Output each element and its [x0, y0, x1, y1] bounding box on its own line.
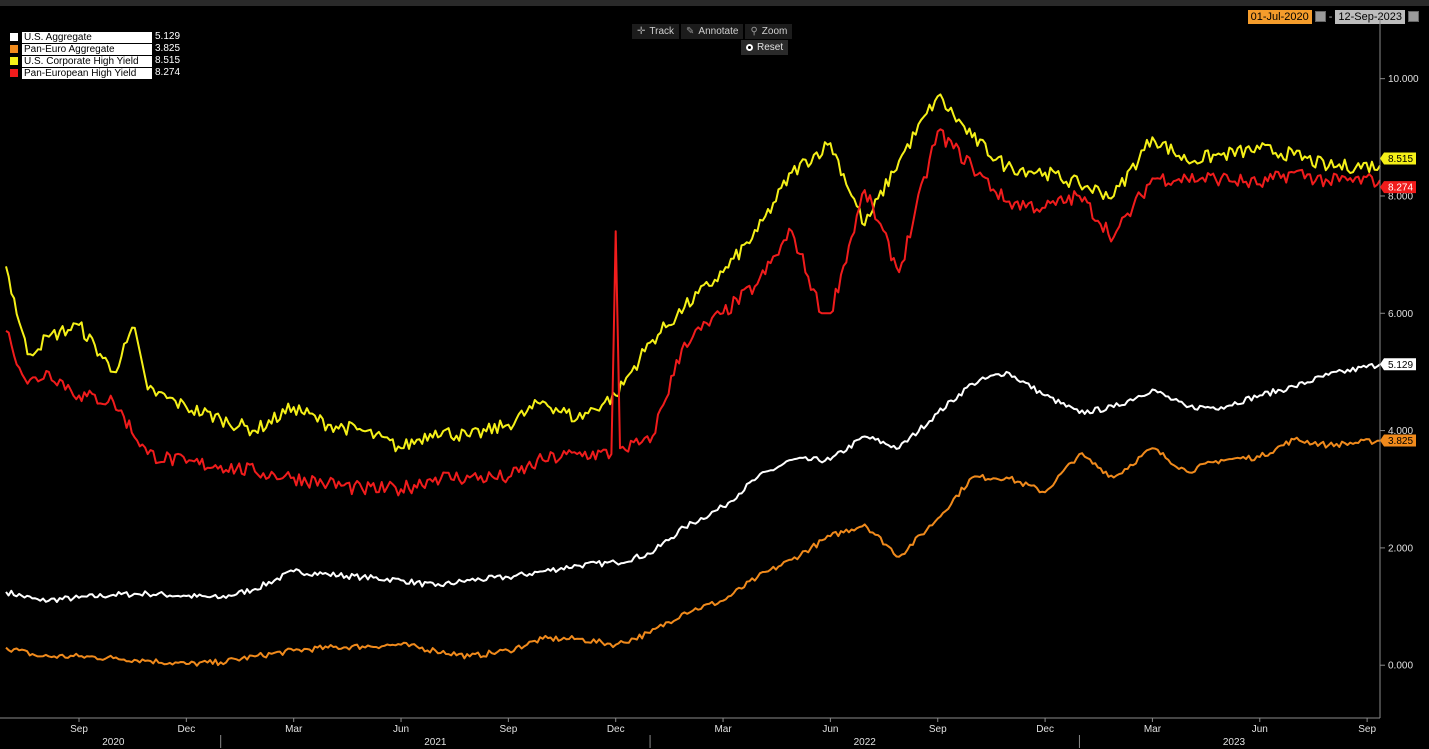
x-tick-label: Jun — [393, 724, 409, 735]
legend-swatch-pan-european-hy — [10, 69, 18, 77]
date-range-selector: 01-Jul-2020 - 12-Sep-2023 — [1247, 9, 1419, 24]
last-value-tag-3 — [1380, 181, 1416, 194]
last-value-label-1: 3.825 — [1388, 436, 1413, 447]
reset-icon — [746, 44, 753, 51]
zoom-label: Zoom — [761, 26, 788, 37]
track-label: Track — [649, 26, 675, 37]
last-value-tag-0 — [1380, 358, 1416, 371]
chart-legend: U.S. Aggregate 5.129 Pan-Euro Aggregate … — [10, 31, 185, 79]
series-line-1 — [5, 436, 1381, 667]
x-year-label: 2022 — [854, 737, 877, 748]
x-tick-label: Jun — [822, 724, 838, 735]
y-axis: 10.000 8.000 6.000 4.000 2.000 0.000 — [1379, 16, 1419, 718]
x-tick-label: Mar — [285, 724, 303, 735]
x-tick-label: Sep — [1358, 724, 1376, 735]
end-calendar-icon[interactable] — [1408, 11, 1419, 22]
x-tick-label: Dec — [1036, 724, 1054, 735]
crosshair-icon: ✛ — [637, 26, 646, 37]
reset-button[interactable]: Reset — [741, 40, 789, 55]
track-button[interactable]: ✛ Track — [632, 24, 680, 39]
legend-row-us-aggregate[interactable]: U.S. Aggregate 5.129 — [10, 31, 185, 43]
y-tick-label: 8.000 — [1388, 191, 1413, 202]
last-value-label-3: 8.274 — [1388, 183, 1413, 194]
x-tick-label: Sep — [499, 724, 517, 735]
legend-swatch-us-aggregate — [10, 33, 18, 41]
x-tick-label: Sep — [929, 724, 947, 735]
start-date-field[interactable]: 01-Jul-2020 — [1247, 9, 1312, 24]
last-value-tag-1 — [1380, 434, 1416, 447]
last-value-tag-2 — [1380, 152, 1416, 165]
last-value-tags: 5.129 3.825 8.515 8.274 — [1380, 152, 1416, 447]
y-tick-label: 0.000 — [1388, 661, 1413, 672]
legend-name-pan-european-hy: Pan-European High Yield — [22, 67, 152, 79]
legend-row-pan-european-hy[interactable]: Pan-European High Yield 8.274 — [10, 67, 185, 79]
pencil-icon: ✎ — [686, 26, 695, 37]
x-axis: Sep Dec Mar Jun Sep Dec Mar Jun Sep Dec Mar Jun Sep 2… — [0, 717, 1380, 748]
magnifier-icon: ⚲ — [750, 26, 758, 37]
x-year-label: 2023 — [1223, 737, 1246, 748]
y-tick-label: 2.000 — [1388, 543, 1413, 554]
last-value-label-2: 8.515 — [1388, 154, 1413, 165]
window-top-bar — [0, 0, 1429, 6]
start-calendar-icon[interactable] — [1314, 11, 1326, 22]
y-tick-label: 4.000 — [1388, 426, 1413, 437]
annotate-button[interactable]: ✎ Annotate — [681, 24, 744, 39]
end-date-field[interactable]: 12-Sep-2023 — [1335, 9, 1405, 24]
x-year-label: 2021 — [424, 737, 447, 748]
legend-row-pan-euro-aggregate[interactable]: Pan-Euro Aggregate 3.825 — [10, 43, 185, 55]
x-tick-label: Dec — [177, 724, 195, 735]
last-value-label-0: 5.129 — [1388, 360, 1413, 371]
legend-swatch-pan-euro-aggregate — [10, 45, 18, 53]
zoom-button[interactable]: ⚲ Zoom — [745, 24, 793, 39]
legend-row-us-corporate-hy[interactable]: U.S. Corporate High Yield 8.515 — [10, 55, 185, 67]
legend-name-us-aggregate: U.S. Aggregate — [22, 31, 152, 43]
reset-label: Reset — [757, 42, 784, 53]
series-line-3 — [5, 128, 1381, 497]
x-tick-label: Mar — [714, 724, 732, 735]
x-tick-label: Jun — [1252, 724, 1268, 735]
legend-value-pan-euro-aggregate: 3.825 — [155, 43, 181, 54]
chart-toolbar: ✛ Track ✎ Annotate ⚲ Zoom — [632, 24, 793, 39]
legend-value-pan-european-hy: 8.274 — [155, 67, 181, 78]
legend-value-us-corporate-hy: 8.515 — [155, 55, 181, 66]
y-tick-label: 10.000 — [1388, 74, 1419, 85]
y-tick-label: 6.000 — [1388, 309, 1413, 320]
series-line-0 — [5, 363, 1381, 603]
x-tick-label: Mar — [1144, 724, 1162, 735]
legend-value-us-aggregate: 5.129 — [155, 31, 181, 42]
x-year-label: 2020 — [102, 737, 125, 748]
annotate-label: Annotate — [698, 26, 739, 37]
legend-swatch-us-corporate-hy — [10, 57, 18, 65]
series-line-2 — [5, 93, 1381, 453]
legend-name-pan-euro-aggregate: Pan-Euro Aggregate — [22, 43, 152, 55]
legend-name-us-corporate-hy: U.S. Corporate High Yield — [22, 55, 152, 67]
x-tick-label: Sep — [70, 724, 88, 735]
date-range-separator: - — [1328, 10, 1333, 23]
x-tick-label: Dec — [607, 724, 625, 735]
plot-lines — [5, 93, 1381, 667]
